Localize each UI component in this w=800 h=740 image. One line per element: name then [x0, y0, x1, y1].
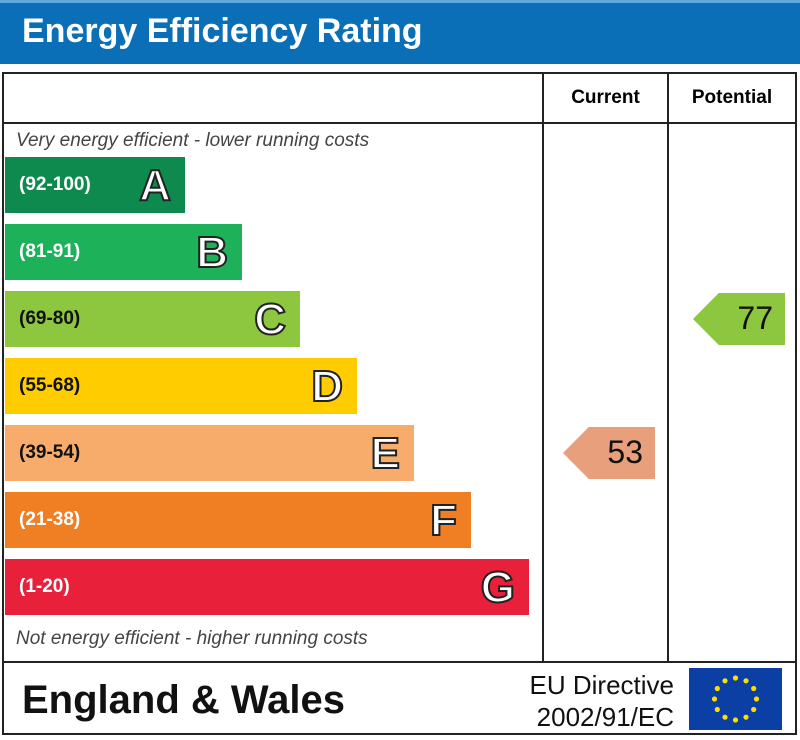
eu-flag-icon	[689, 668, 782, 730]
band-g: (1-20) G	[5, 559, 529, 615]
star-icon	[714, 706, 720, 713]
band-letter: C	[253, 294, 287, 345]
band-e: (39-54) E	[5, 425, 414, 481]
band-range: (92-100)	[19, 174, 91, 195]
star-icon	[711, 696, 718, 702]
band-range: (21-38)	[19, 509, 81, 530]
star-icon	[751, 685, 757, 692]
band-range: (69-80)	[19, 308, 81, 329]
band-d: (55-68) D	[5, 358, 357, 414]
directive-number: 2002/91/EC	[536, 702, 674, 732]
star-icon	[743, 678, 749, 684]
star-icon	[714, 685, 720, 692]
header-divider	[2, 122, 797, 124]
rating-table	[2, 72, 797, 735]
band-letter: B	[195, 227, 229, 278]
band-letter: F	[429, 495, 458, 546]
bottom-note: Not energy efficient - higher running co…	[16, 628, 368, 649]
star-icon	[722, 678, 728, 684]
star-icon	[753, 696, 760, 702]
band-range: (81-91)	[19, 241, 81, 262]
star-icon	[732, 717, 739, 723]
star-icon	[751, 706, 757, 713]
potential-header: Potential	[691, 87, 773, 108]
band-letter: D	[310, 361, 344, 412]
region-label: England & Wales	[22, 678, 346, 722]
current-rating-value: 53	[607, 434, 643, 470]
directive-label: EU Directive	[529, 670, 674, 700]
column-divider	[667, 72, 669, 663]
band-letter: G	[480, 562, 516, 613]
band-range: (1-20)	[19, 576, 70, 597]
band-a: (92-100) A	[5, 157, 185, 213]
band-f: (21-38) F	[5, 492, 471, 548]
band-range: (55-68)	[19, 375, 81, 396]
footer-divider	[2, 661, 797, 663]
top-note: Very energy efficient - lower running co…	[16, 130, 370, 151]
star-icon	[722, 714, 728, 720]
band-b: (81-91) B	[5, 224, 242, 280]
potential-rating-value: 77	[737, 300, 773, 336]
chart-title: Energy Efficiency Rating	[22, 12, 423, 50]
star-icon	[743, 714, 749, 720]
potential-rating-arrow: 77	[693, 293, 785, 345]
column-divider	[542, 72, 544, 663]
band-range: (39-54)	[19, 442, 81, 463]
star-icon	[732, 675, 739, 681]
band-c: (69-80) C	[5, 291, 300, 347]
band-letter: A	[138, 160, 172, 211]
current-header: Current	[571, 87, 640, 108]
band-letter: E	[370, 428, 401, 479]
title-bar	[0, 0, 800, 64]
